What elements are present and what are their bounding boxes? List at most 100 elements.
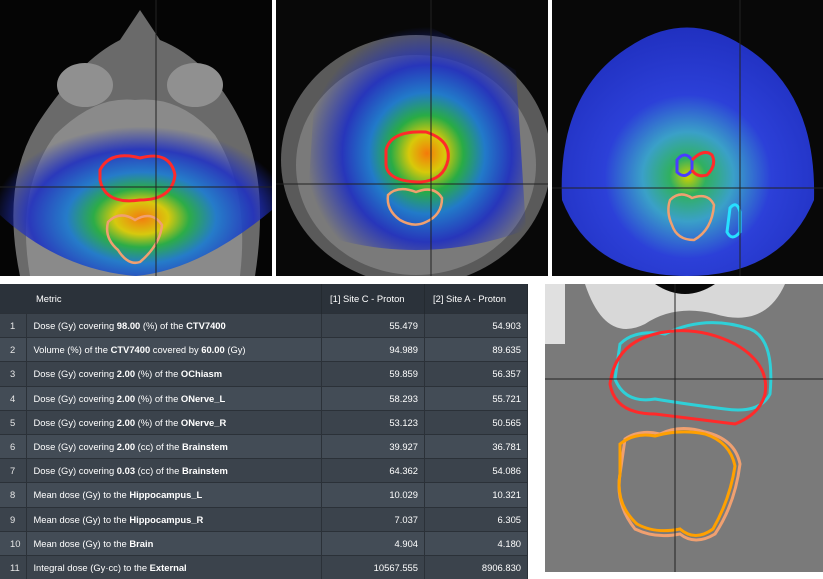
metric-part: 2.00	[116, 368, 136, 380]
brainstem-alt-contour	[617, 430, 737, 537]
table-row[interactable]: 1 Dose (Gy) covering 98.00 (%) of the CTV…	[0, 312, 528, 338]
brainstem-contour	[667, 193, 716, 242]
row-index: 11	[0, 554, 28, 579]
metric-part: Dose (Gy) covering	[33, 320, 117, 332]
metric-part: Volume (%) of the	[33, 344, 111, 356]
metric-part: Mean dose (Gy) to the	[33, 489, 130, 501]
ctv-contour	[384, 130, 450, 184]
metric-part: Brainstem	[181, 465, 228, 477]
metric-label: Dose (Gy) covering 2.00 (cc) of the Brai…	[26, 433, 322, 459]
metric-part: (%) of the	[135, 392, 181, 404]
row-index: 8	[0, 482, 28, 507]
value-site-c: 55.479	[321, 312, 425, 338]
table-row[interactable]: 4 Dose (Gy) covering 2.00 (%) of the ONer…	[0, 385, 528, 411]
table-row[interactable]: 7 Dose (Gy) covering 0.03 (cc) of the Bra…	[0, 458, 528, 483]
dose-view-axial-2[interactable]	[276, 0, 548, 276]
metric-label: Integral dose (Gy·cc) to the External	[26, 554, 322, 579]
column-header-metric[interactable]: Metric	[0, 284, 322, 314]
brainstem-contour	[386, 187, 444, 226]
metric-part: Brainstem	[181, 441, 228, 453]
metric-part: Hippocampus_R	[129, 513, 204, 525]
table-row[interactable]: 5 Dose (Gy) covering 2.00 (%) of the ONer…	[0, 409, 528, 435]
metric-part: 2.00	[116, 392, 136, 404]
value-site-a: 6.305	[424, 506, 528, 532]
value-site-c: 59.859	[321, 361, 425, 387]
metric-part: Hippocampus_L	[129, 489, 203, 501]
metric-part: Dose (Gy) covering	[33, 441, 117, 453]
zoomed-contour-view[interactable]	[545, 284, 823, 572]
metric-part: Dose (Gy) covering	[33, 465, 117, 477]
value-site-c: 7.037	[321, 506, 425, 532]
row-index: 5	[0, 409, 28, 435]
metric-part: Dose (Gy) covering	[33, 368, 117, 380]
metric-part: CTV7400	[110, 344, 151, 356]
metric-part: 0.03	[116, 465, 136, 477]
metric-part: 2.00	[116, 441, 136, 453]
value-site-c: 4.904	[321, 530, 425, 556]
metric-part: (%) of the	[135, 416, 181, 428]
metric-part: 98.00	[116, 320, 141, 332]
metric-label: Dose (Gy) covering 98.00 (%) of the CTV7…	[26, 312, 322, 338]
value-site-c: 10.029	[321, 482, 425, 507]
row-index: 3	[0, 361, 28, 387]
value-site-c: 58.293	[321, 385, 425, 411]
value-site-c: 39.927	[321, 433, 425, 459]
table-row[interactable]: 8 Mean dose (Gy) to the Hippocampus_L 10.0…	[0, 482, 528, 507]
metric-part: Mean dose (Gy) to the	[33, 513, 130, 525]
metric-part: (cc) of the	[135, 441, 182, 453]
metric-part: ONerve_L	[180, 392, 226, 404]
dose-colorwash	[306, 20, 526, 250]
value-site-c: 53.123	[321, 409, 425, 435]
metric-part: OChiasm	[180, 368, 223, 380]
metric-part: 60.00	[201, 344, 225, 356]
value-site-a: 54.086	[424, 458, 528, 483]
metric-part: covered by	[150, 344, 202, 356]
table-row[interactable]: 10 Mean dose (Gy) to the Brain 4.904 4.180	[0, 530, 528, 556]
table-row[interactable]: 11 Integral dose (Gy·cc) to the External 1…	[0, 554, 528, 579]
metric-part: (cc) of the	[135, 465, 182, 477]
metric-label: Mean dose (Gy) to the Hippocampus_L	[26, 482, 322, 507]
metric-part: Dose (Gy) covering	[33, 392, 117, 404]
ctv-contour	[98, 154, 177, 203]
table-row[interactable]: 6 Dose (Gy) covering 2.00 (cc) of the Bra…	[0, 433, 528, 459]
metric-label: Dose (Gy) covering 2.00 (%) of the ONerv…	[26, 385, 322, 411]
row-index: 6	[0, 433, 28, 459]
column-header-site-c[interactable]: [1] Site C - Proton	[321, 284, 425, 314]
table-row[interactable]: 3 Dose (Gy) covering 2.00 (%) of the OChi…	[0, 361, 528, 387]
row-index: 4	[0, 385, 28, 411]
ctv-contour	[608, 329, 768, 426]
ctv-contour	[690, 150, 716, 178]
metric-label: Mean dose (Gy) to the Hippocampus_R	[26, 506, 322, 532]
value-site-a: 56.357	[424, 361, 528, 387]
row-index: 1	[0, 312, 28, 338]
row-index: 10	[0, 530, 28, 556]
metric-part: Mean dose (Gy) to the	[33, 537, 130, 549]
metric-part: Dose (Gy) covering	[33, 416, 117, 428]
table-row[interactable]: 9 Mean dose (Gy) to the Hippocampus_R 7.03…	[0, 506, 528, 532]
row-index: 9	[0, 506, 28, 532]
column-header-site-a[interactable]: [2] Site A - Proton	[424, 284, 528, 314]
value-site-c: 64.362	[321, 458, 425, 483]
table-row[interactable]: 2 Volume (%) of the CTV7400 covered by 60…	[0, 337, 528, 362]
metric-label: Mean dose (Gy) to the Brain	[26, 530, 322, 556]
metric-part: Brain	[129, 537, 154, 549]
metric-part: ONerve_R	[180, 416, 227, 428]
value-site-a: 36.781	[424, 433, 528, 459]
metric-label: Dose (Gy) covering 0.03 (cc) of the Brai…	[26, 458, 322, 483]
dose-colorwash	[0, 110, 272, 276]
value-site-c: 94.989	[321, 337, 425, 362]
metric-part: (%) of the	[135, 368, 181, 380]
metric-part: (Gy)	[224, 344, 246, 356]
metric-part: Integral dose (Gy·cc) to the	[33, 561, 150, 573]
dose-colorwash	[561, 27, 815, 276]
value-site-a: 54.903	[424, 312, 528, 338]
dose-view-axial-3[interactable]	[552, 0, 823, 276]
dose-view-axial-1[interactable]	[0, 0, 272, 276]
metric-label: Dose (Gy) covering 2.00 (%) of the OChia…	[26, 361, 322, 387]
metric-part: 2.00	[116, 416, 136, 428]
metric-part: External	[149, 561, 187, 573]
dose-metrics-table: Metric [1] Site C - Proton [2] Site A - …	[0, 284, 528, 579]
value-site-a: 50.565	[424, 409, 528, 435]
value-site-a: 55.721	[424, 385, 528, 411]
value-site-a: 4.180	[424, 530, 528, 556]
